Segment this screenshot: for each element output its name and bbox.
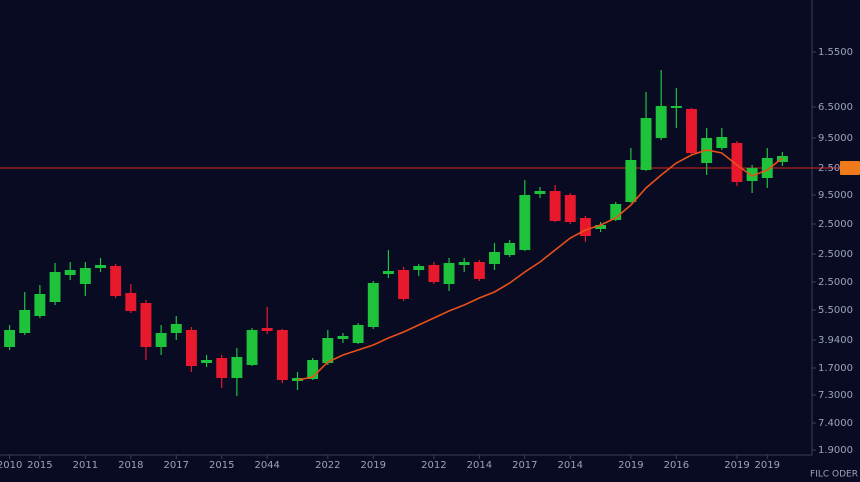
x-tick-label: 2019	[755, 460, 780, 471]
candle-body	[625, 160, 637, 202]
y-tick-label: 7.4000	[818, 418, 853, 429]
candle-body	[398, 270, 410, 299]
candle-body	[610, 204, 622, 220]
candle-body	[110, 266, 122, 296]
candle-body	[79, 268, 91, 284]
candle-body	[534, 191, 546, 194]
candle-body	[307, 360, 319, 379]
candle-body	[95, 265, 106, 268]
candle-body	[731, 143, 743, 182]
candle-body	[276, 330, 288, 380]
y-tick-label: 9.5000	[818, 190, 853, 201]
y-tick-label: 2.5000	[818, 249, 853, 260]
candle-body	[170, 324, 182, 333]
candle-body	[140, 303, 152, 347]
candle-body	[413, 266, 425, 270]
y-tick-label: 2.5000	[818, 277, 853, 288]
candle-body	[761, 158, 773, 178]
x-tick-label: 2011	[73, 460, 98, 471]
candle-body	[428, 265, 440, 282]
candle-body	[458, 262, 470, 265]
candle-body	[686, 109, 697, 153]
candle-body	[246, 330, 258, 365]
moving-average	[297, 149, 783, 381]
candle-body	[564, 195, 576, 222]
candle-body	[473, 262, 485, 279]
candle-body	[4, 330, 16, 347]
y-tick-label: 2.5000	[818, 219, 853, 230]
candle-body	[185, 330, 197, 366]
candle-body	[125, 293, 137, 311]
candle-body	[655, 106, 667, 138]
y-tick-label: 1.7000	[818, 363, 853, 374]
x-tick-label: 2017	[512, 460, 537, 471]
candle-body	[519, 195, 531, 250]
candle-body	[382, 271, 394, 274]
candle-body	[549, 191, 561, 221]
candle-body	[64, 270, 76, 275]
y-tick-label: 1.5500	[818, 47, 853, 58]
x-tick-label: 2016	[664, 460, 689, 471]
y-tick-label: 3.9400	[818, 335, 853, 346]
candle-body	[595, 225, 607, 229]
x-tick-label: 2019	[724, 460, 749, 471]
x-tick-label: 2044	[254, 460, 279, 471]
candle-body	[322, 338, 334, 363]
candle-body	[201, 360, 213, 363]
y-tick-label: 7.3000	[818, 390, 853, 401]
x-tick-label: 2019	[361, 460, 386, 471]
candle-body	[367, 283, 379, 327]
candle-body	[746, 168, 758, 181]
price-line-label: 2.50	[818, 163, 840, 174]
candle-body	[337, 336, 349, 339]
candle-body	[443, 263, 455, 284]
candle-body	[579, 218, 591, 236]
x-tick-label: 2015	[209, 460, 234, 471]
price-tag	[840, 161, 860, 175]
candle-body	[352, 325, 364, 343]
x-tick-label: 2010	[0, 460, 22, 471]
candle-body	[231, 357, 243, 378]
candle-body	[489, 252, 500, 264]
x-tick-label: 2022	[315, 460, 340, 471]
candle-body	[504, 243, 516, 255]
candle-body	[716, 137, 728, 148]
x-tick-label: 2018	[118, 460, 143, 471]
candle-body	[670, 106, 682, 108]
x-tick-label: 2019	[618, 460, 643, 471]
y-tick-label: 5.5000	[818, 305, 853, 316]
candle-body	[261, 328, 273, 331]
x-tick-label: 2017	[164, 460, 189, 471]
candle-body	[155, 333, 167, 347]
candle-body	[34, 294, 46, 316]
candle-body	[216, 358, 228, 378]
candle-body	[640, 118, 652, 170]
x-tick-label: 2014	[558, 460, 583, 471]
y-tick-label: 6.5000	[818, 102, 853, 113]
y-tick-label: 9.5000	[818, 133, 853, 144]
candle-body	[19, 310, 31, 333]
x-tick-label: 2015	[27, 460, 52, 471]
x-tick-label: 2014	[467, 460, 492, 471]
corner-label: FILC ODER	[810, 470, 858, 480]
y-tick-label: 1.9000	[818, 445, 853, 456]
candle-body	[49, 272, 61, 302]
x-tick-label: 2012	[421, 460, 446, 471]
